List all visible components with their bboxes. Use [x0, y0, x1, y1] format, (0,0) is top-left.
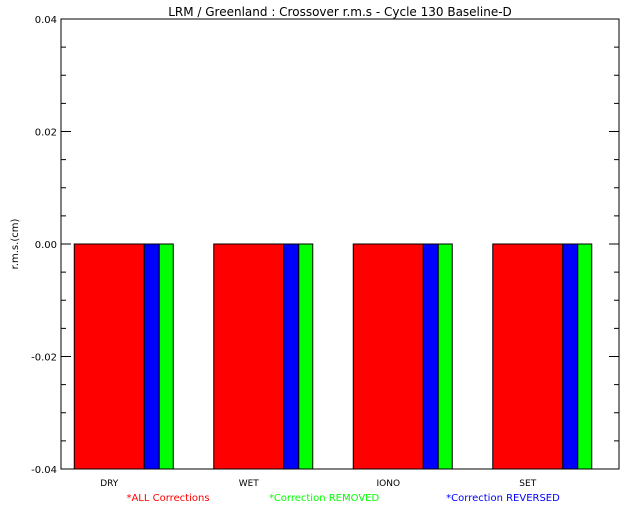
legend-entry: *Correction REMOVED — [269, 493, 380, 504]
y-tick-label: 0.00 — [35, 240, 57, 251]
category-label: DRY — [100, 479, 119, 489]
category-label: WET — [239, 479, 260, 489]
bar-iono-0 — [352, 243, 424, 470]
legend-entry: *Correction REVERSED — [446, 493, 560, 504]
category-label: SET — [519, 479, 536, 489]
bar-set-0 — [492, 243, 564, 470]
bar-dry-1 — [143, 243, 160, 470]
bar-dry-2 — [158, 243, 174, 470]
bar-iono-2 — [437, 243, 453, 470]
bar-set-2 — [577, 243, 593, 470]
bar-wet-0 — [213, 243, 285, 470]
bars-group — [73, 243, 593, 470]
y-tick-label: -0.04 — [31, 465, 57, 476]
chart-title: LRM / Greenland : Crossover r.m.s - Cycl… — [168, 5, 512, 19]
legend-entry: *ALL Corrections — [126, 493, 209, 504]
bar-wet-1 — [283, 243, 300, 470]
y-tick-label: 0.04 — [35, 15, 57, 26]
y-tick-label: -0.02 — [31, 353, 57, 364]
y-tick-label: 0.02 — [35, 128, 57, 139]
y-axis-label: r.m.s.(cm) — [10, 219, 21, 270]
bar-set-1 — [562, 243, 579, 470]
axes-group: DRY WET IONO SET -0.04 -0.02 0.00 0.02 0.04 — [31, 15, 620, 489]
bar-iono-1 — [422, 243, 439, 470]
bar-dry-0 — [73, 243, 145, 470]
bar-wet-2 — [298, 243, 314, 470]
legend: *ALL Corrections *Correction REMOVED *Corr… — [126, 493, 560, 504]
category-label: IONO — [376, 479, 400, 489]
